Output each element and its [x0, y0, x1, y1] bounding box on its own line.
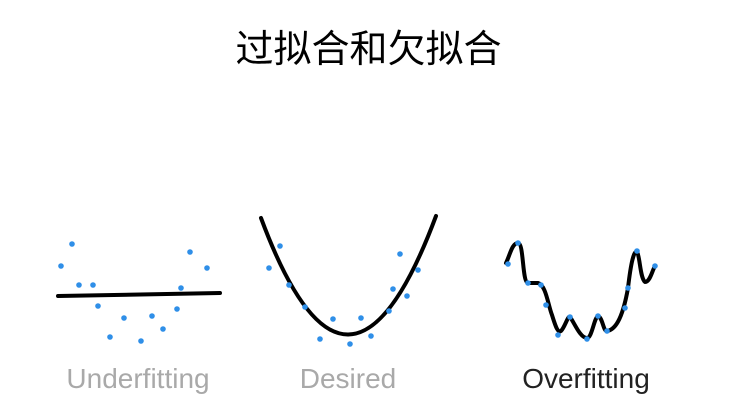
data-point: [266, 265, 272, 271]
data-point: [397, 251, 403, 257]
data-point: [386, 308, 392, 314]
data-point: [415, 267, 421, 273]
data-point: [404, 293, 410, 299]
data-point: [302, 304, 308, 310]
data-point: [286, 282, 292, 288]
data-point: [174, 306, 180, 312]
data-point: [76, 282, 82, 288]
data-point: [69, 241, 75, 247]
overfitting-points: [505, 240, 658, 342]
data-point: [95, 303, 101, 309]
data-point: [58, 263, 64, 269]
page-title: 过拟合和欠拟合: [235, 27, 502, 71]
data-point: [149, 313, 155, 319]
underfitting-panel: Underfitting: [56, 241, 222, 394]
underfitting-fit-line: [56, 291, 222, 298]
data-point: [138, 338, 144, 344]
data-point: [358, 315, 364, 321]
data-point: [160, 326, 166, 332]
data-point: [178, 285, 184, 291]
data-point: [584, 336, 590, 342]
data-point: [330, 316, 336, 322]
data-point: [604, 328, 610, 334]
data-point: [634, 248, 640, 254]
overfitting-label: Overfitting: [522, 363, 650, 394]
data-point: [525, 280, 531, 286]
data-point: [347, 341, 353, 347]
desired-label: Desired: [300, 363, 396, 394]
data-point: [515, 240, 521, 246]
data-point: [204, 265, 210, 271]
overfitting-fit-curve: [504, 241, 657, 340]
data-point: [567, 314, 573, 320]
underfitting-points: [58, 241, 210, 344]
overfitting-panel: Overfitting: [504, 240, 658, 394]
data-point: [652, 263, 658, 269]
data-point: [625, 285, 631, 291]
data-point: [538, 282, 544, 288]
data-point: [368, 333, 374, 339]
data-point: [622, 305, 628, 311]
data-point: [543, 302, 549, 308]
data-point: [90, 282, 96, 288]
data-point: [390, 286, 396, 292]
data-point: [505, 261, 511, 267]
desired-panel: Desired: [259, 214, 438, 394]
data-point: [121, 315, 127, 321]
data-point: [317, 336, 323, 342]
data-point: [107, 334, 113, 340]
data-point: [555, 332, 561, 338]
data-point: [187, 249, 193, 255]
underfitting-label: Underfitting: [66, 363, 209, 394]
data-point: [277, 243, 283, 249]
desired-fit-curve: [259, 214, 438, 337]
data-point: [595, 313, 601, 319]
desired-points: [266, 243, 421, 347]
